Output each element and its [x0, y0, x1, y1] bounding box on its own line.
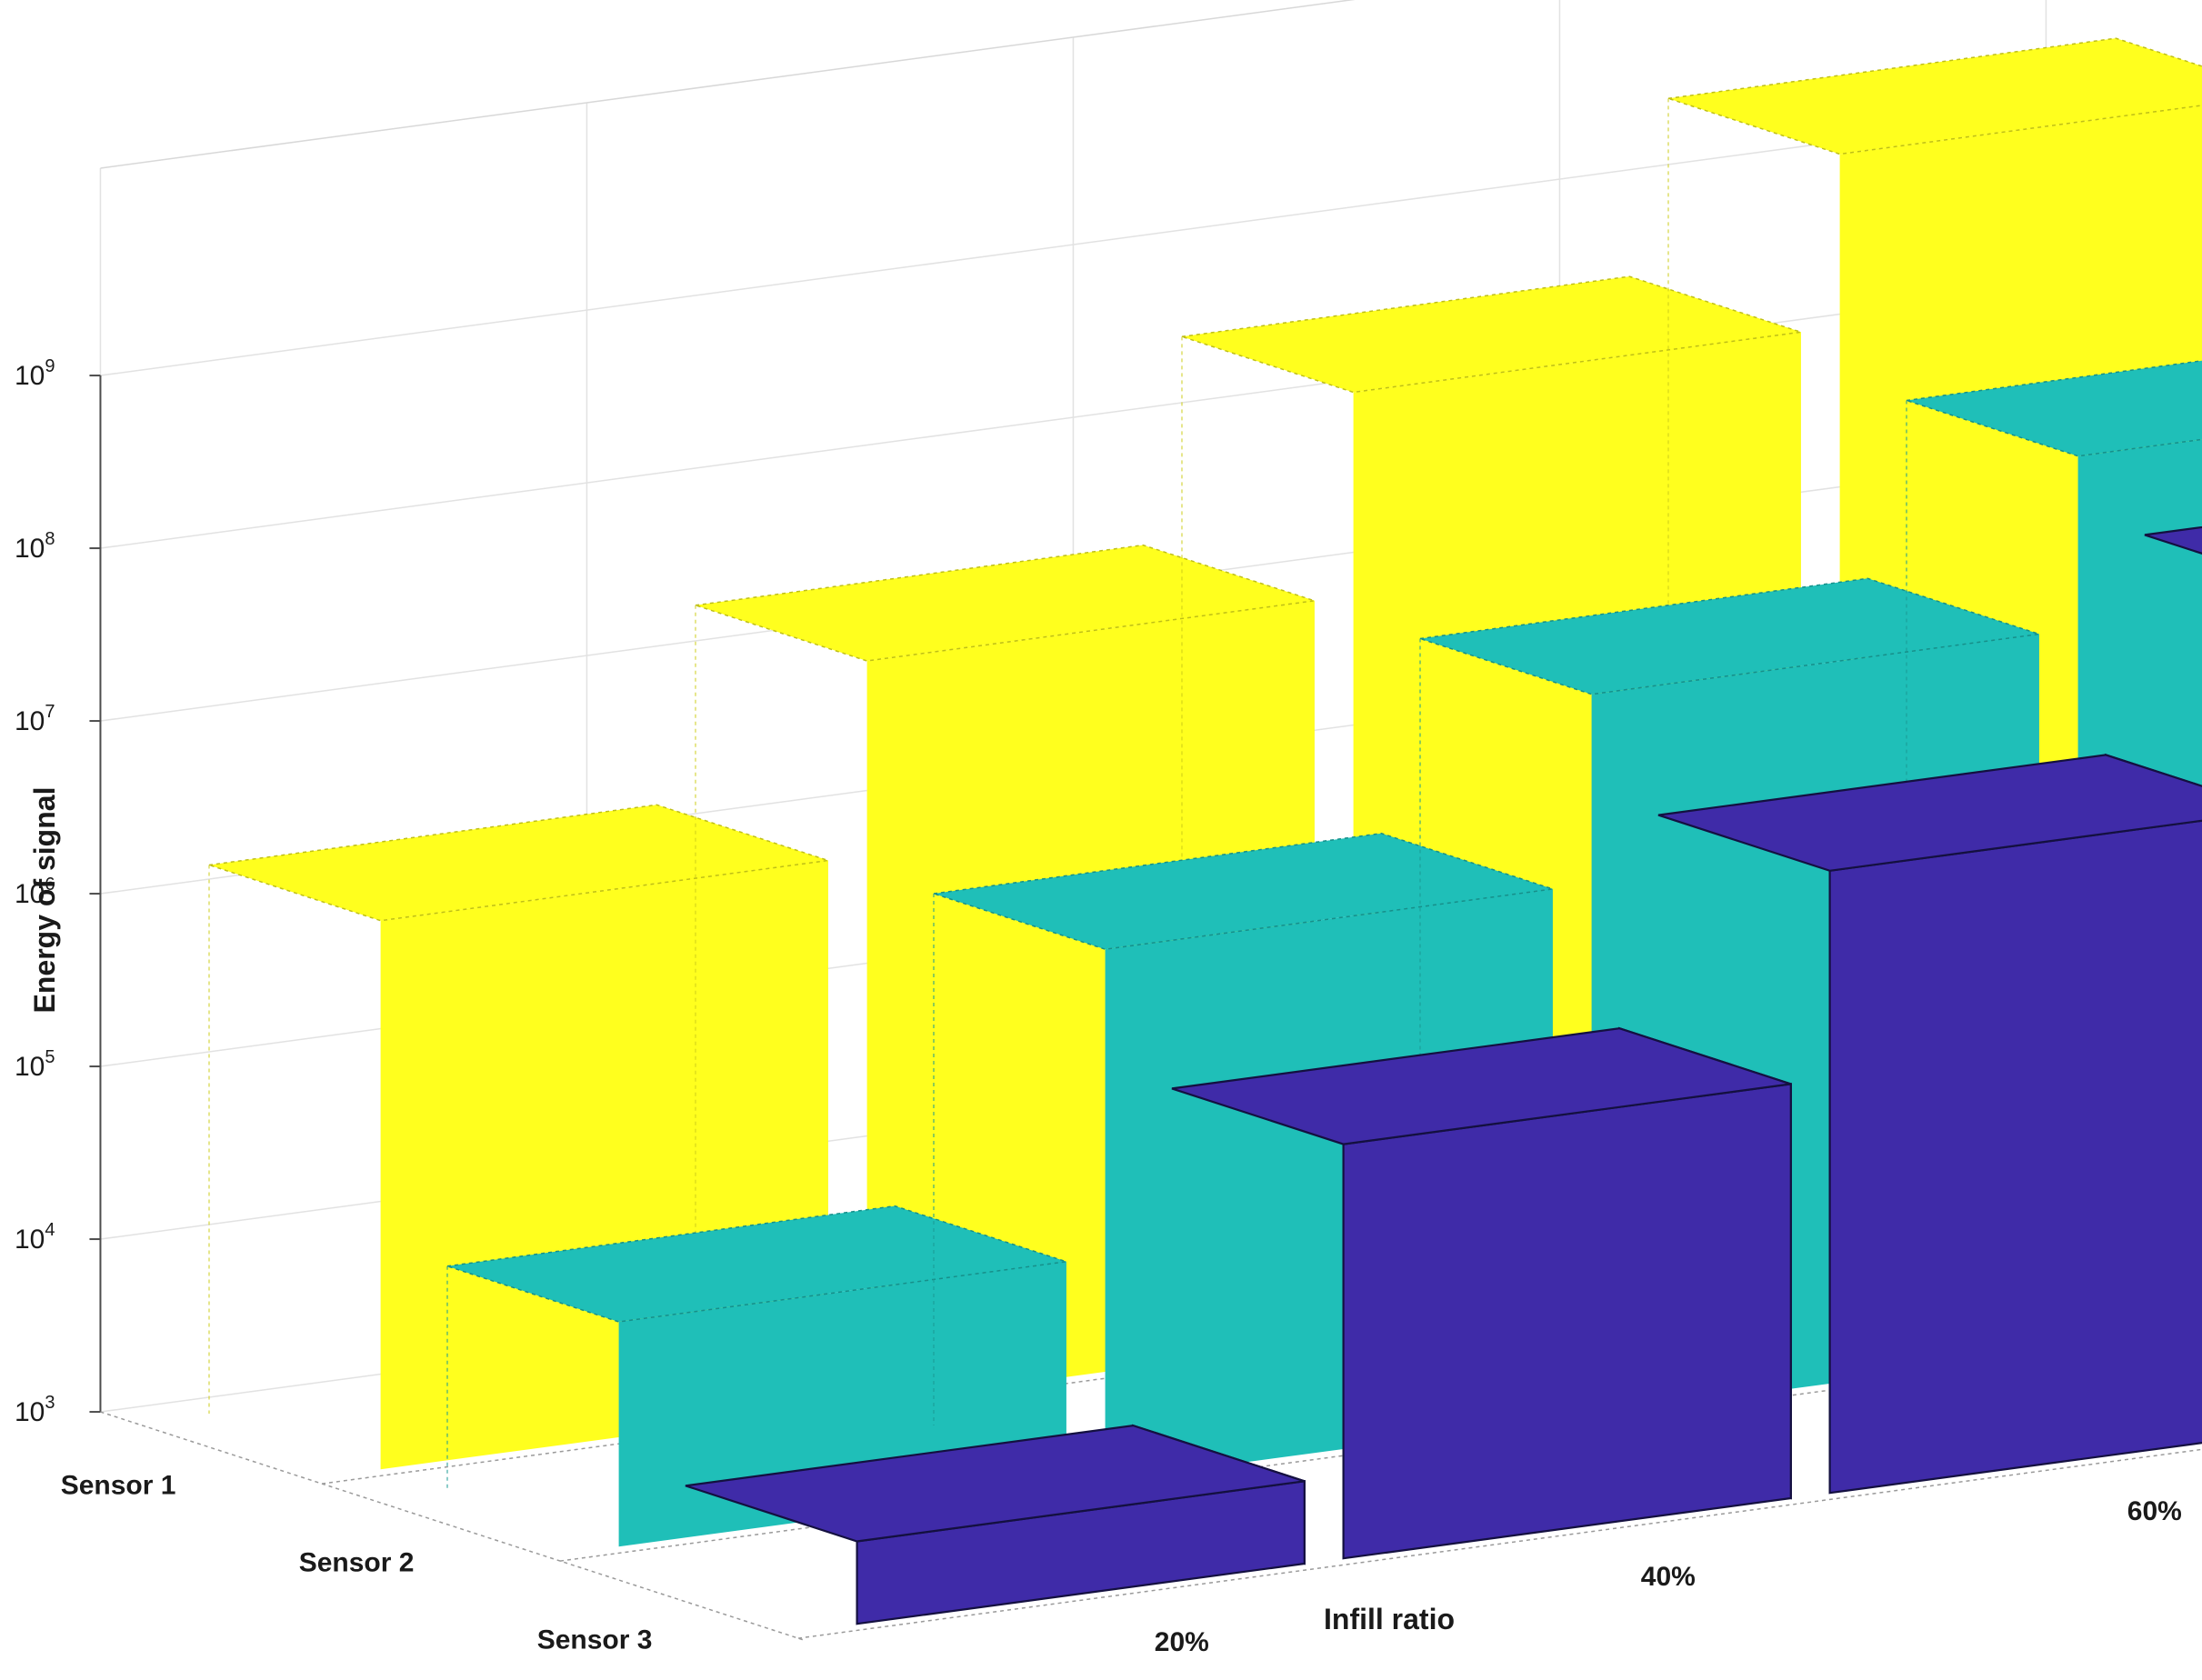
y-tick-label: Sensor 1: [61, 1471, 176, 1501]
bar: [685, 1424, 1306, 1625]
z-tick-exponent: 7: [45, 702, 55, 722]
bar-top: [1906, 360, 2202, 457]
z-tick-exponent: 6: [45, 875, 55, 895]
bar-top: [2144, 525, 2202, 555]
y-tick-label: Sensor 2: [299, 1548, 415, 1578]
labels: Energy of signal Infill ratio 1031041051…: [15, 356, 2182, 1657]
bar-top: [1419, 577, 2040, 695]
z-tick-label: 105: [15, 1047, 55, 1082]
z-tick-base: 10: [15, 534, 45, 564]
bar-front: [1828, 819, 2202, 1495]
bar: [1171, 1026, 1792, 1560]
x-axis-title: Infill ratio: [1324, 1603, 1455, 1635]
bar-top: [1171, 1027, 1792, 1145]
bar-top: [1181, 275, 1802, 394]
bar-top: [446, 1205, 1067, 1323]
x-tick-label: 60%: [2127, 1496, 2182, 1526]
bar: [1657, 753, 2202, 1495]
bars: [208, 37, 2202, 1625]
z-tick-base: 10: [15, 361, 45, 391]
x-tick-label: 40%: [1641, 1562, 1696, 1592]
bar-top: [208, 804, 829, 922]
bar-top: [685, 1424, 1306, 1543]
z-tick-label: 107: [15, 702, 55, 736]
z-tick-base: 10: [15, 1225, 45, 1255]
z-axis-title: Energy of signal: [28, 787, 61, 1014]
bar-front: [1342, 1083, 1792, 1560]
bar-top: [933, 832, 1554, 950]
bar-top: [695, 544, 1316, 662]
x-tick-label: 20%: [1155, 1627, 1209, 1657]
z-tick-label: 104: [15, 1220, 55, 1255]
z-tick-label: 108: [15, 529, 55, 564]
z-tick-label: 103: [15, 1393, 55, 1427]
bar-top: [1667, 37, 2202, 155]
z-tick-exponent: 3: [45, 1393, 55, 1413]
z-tick-base: 10: [15, 1052, 45, 1082]
z-tick-base: 10: [15, 879, 45, 909]
z-tick-exponent: 9: [45, 356, 55, 376]
grid-frame-top: [100, 0, 1356, 169]
z-tick-exponent: 4: [45, 1220, 55, 1240]
z-tick-base: 10: [15, 706, 45, 736]
z-tick-exponent: 8: [45, 529, 55, 549]
z-tick-exponent: 5: [45, 1047, 55, 1067]
z-tick-label: 106: [15, 875, 55, 909]
z-tick-label: 109: [15, 356, 55, 391]
y-tick-label: Sensor 3: [537, 1625, 653, 1655]
bar: [2144, 525, 2202, 555]
z-tick-base: 10: [15, 1397, 45, 1427]
bar-top: [1657, 754, 2202, 872]
